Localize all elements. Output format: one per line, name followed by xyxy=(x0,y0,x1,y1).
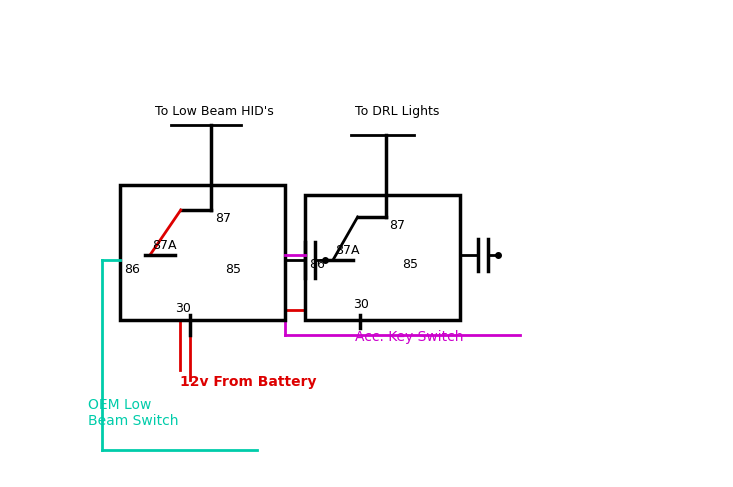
Text: 87A: 87A xyxy=(152,239,177,252)
Text: 87: 87 xyxy=(390,219,405,232)
Bar xyxy=(120,185,285,320)
Text: OEM Low
Beam Switch: OEM Low Beam Switch xyxy=(88,398,179,428)
Text: To Low Beam HID's: To Low Beam HID's xyxy=(155,105,273,118)
Text: 87: 87 xyxy=(215,212,231,225)
Text: 86: 86 xyxy=(309,258,325,271)
Text: 85: 85 xyxy=(225,263,241,276)
Text: 30: 30 xyxy=(175,302,191,315)
Text: 12v From Battery: 12v From Battery xyxy=(180,375,317,389)
Text: Acc. Key Switch: Acc. Key Switch xyxy=(355,330,463,344)
Text: 30: 30 xyxy=(353,298,369,311)
Text: To DRL Lights: To DRL Lights xyxy=(355,105,439,118)
Text: 87A: 87A xyxy=(335,244,359,257)
Bar xyxy=(305,195,460,320)
Text: 85: 85 xyxy=(402,258,418,271)
Text: 86: 86 xyxy=(124,263,140,276)
